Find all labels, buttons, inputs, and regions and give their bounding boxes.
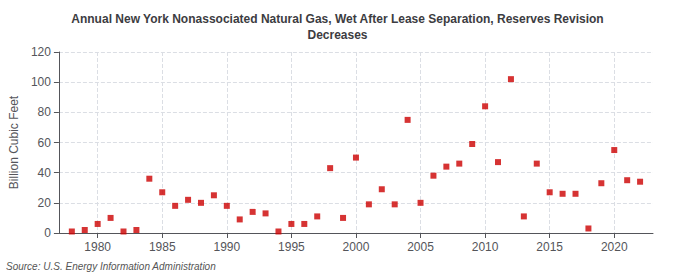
svg-text:2020: 2020 [601,240,628,254]
svg-text:Annual New York Nonassociated: Annual New York Nonassociated Natural Ga… [71,12,603,26]
svg-text:1995: 1995 [278,240,305,254]
svg-text:2000: 2000 [343,240,370,254]
svg-text:80: 80 [38,105,52,119]
svg-text:2005: 2005 [407,240,434,254]
svg-text:120: 120 [31,45,51,59]
svg-text:100: 100 [31,75,51,89]
svg-text:60: 60 [38,136,52,150]
svg-text:1980: 1980 [84,240,111,254]
svg-text:Source: U.S. Energy Informatio: Source: U.S. Energy Information Administ… [6,261,216,272]
svg-text:1990: 1990 [213,240,240,254]
svg-text:2015: 2015 [536,240,563,254]
svg-text:Decreases: Decreases [307,28,367,42]
svg-text:1985: 1985 [149,240,176,254]
svg-text:20: 20 [38,196,52,210]
svg-text:0: 0 [44,226,51,240]
svg-text:40: 40 [38,166,52,180]
svg-text:Billion Cubic Feet: Billion Cubic Feet [7,95,21,189]
svg-text:2010: 2010 [472,240,499,254]
